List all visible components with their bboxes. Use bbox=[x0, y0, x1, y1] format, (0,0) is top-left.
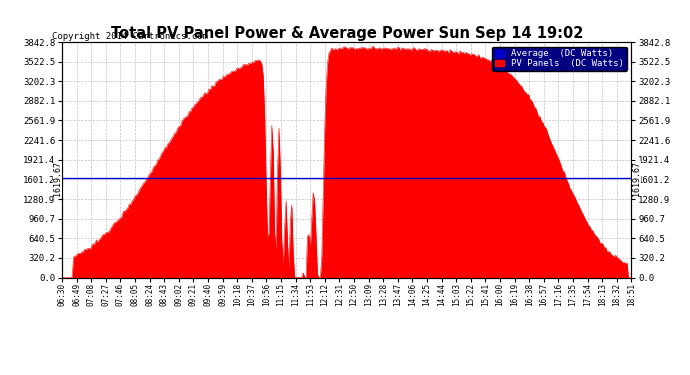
Title: Total PV Panel Power & Average Power Sun Sep 14 19:02: Total PV Panel Power & Average Power Sun… bbox=[110, 26, 583, 41]
Text: 1619.67: 1619.67 bbox=[632, 161, 641, 196]
Legend: Average  (DC Watts), PV Panels  (DC Watts): Average (DC Watts), PV Panels (DC Watts) bbox=[492, 46, 627, 71]
Text: Copyright 2014 Cartronics.com: Copyright 2014 Cartronics.com bbox=[52, 32, 208, 41]
Text: 1619.67: 1619.67 bbox=[52, 161, 61, 196]
